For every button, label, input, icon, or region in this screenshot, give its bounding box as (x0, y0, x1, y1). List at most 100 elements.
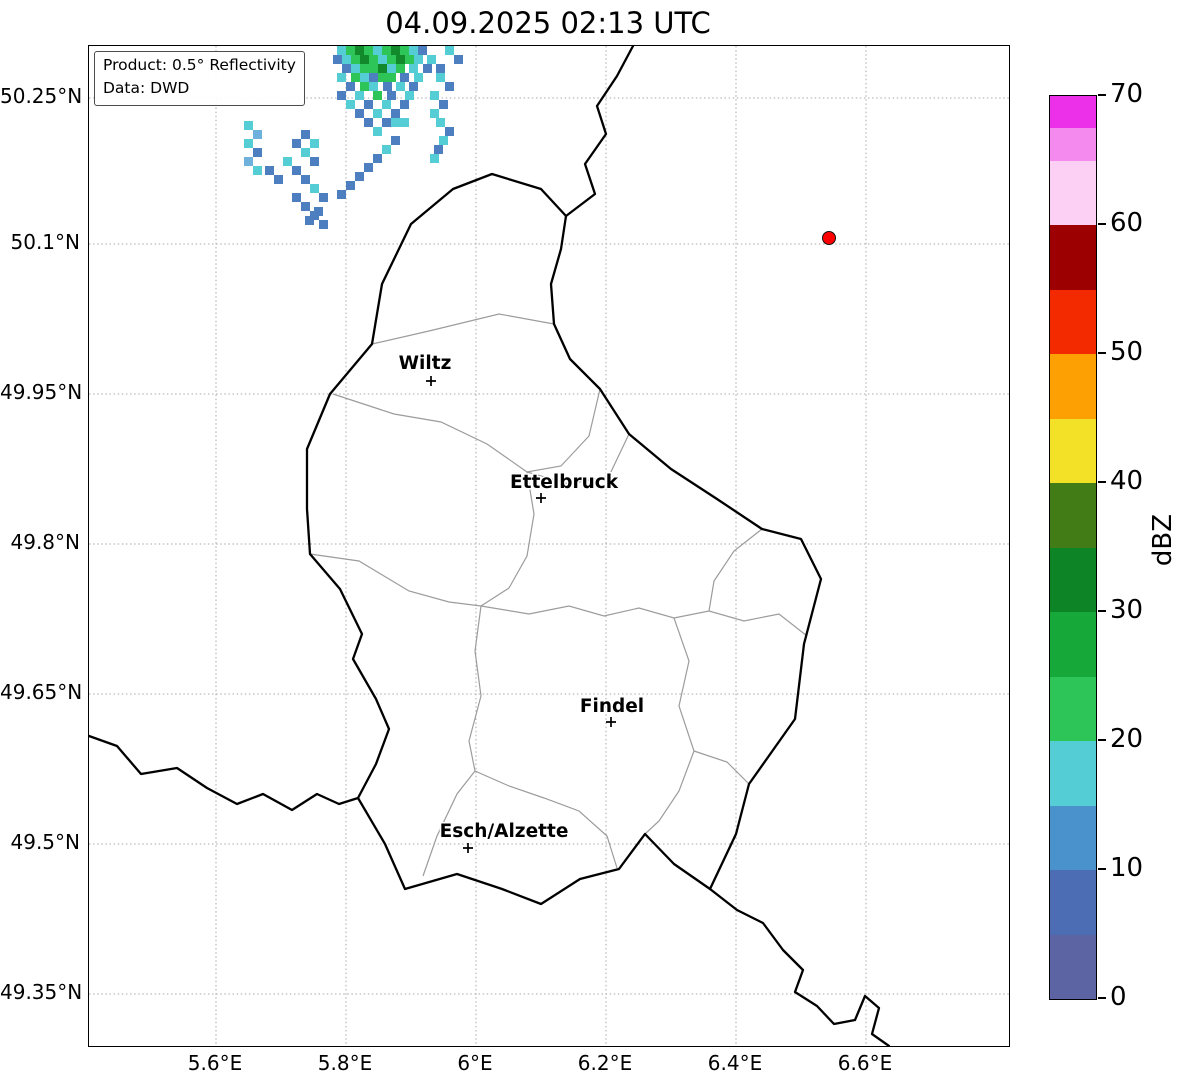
radar-cell (405, 91, 414, 100)
city-marker (426, 376, 436, 386)
radar-cell (387, 55, 396, 64)
lon-tick-label: 5.6°E (187, 1051, 243, 1075)
city-marker (463, 843, 473, 853)
plot-title: 04.09.2025 02:13 UTC (385, 6, 711, 40)
radar-cell (292, 193, 301, 202)
radar-cell (418, 46, 427, 55)
district-border (309, 471, 535, 607)
radar-cell (436, 73, 445, 82)
radar-cell (414, 73, 423, 82)
lat-tick-label: 50.1°N (10, 230, 81, 254)
radar-cell (244, 139, 253, 148)
radar-cell (434, 145, 443, 154)
radar-cell (391, 136, 400, 145)
radar-cell (369, 73, 378, 82)
radar-cell (400, 73, 409, 82)
lat-tick-label: 50.25°N (0, 84, 83, 108)
radar-cell (423, 64, 432, 73)
radar-cell (333, 55, 342, 64)
radar-cell (244, 121, 253, 130)
colorbar-tick-label: 60 (1110, 208, 1144, 238)
map-area: Wiltz Ettelbruck Findel Esch/Alzette Produc… (88, 45, 1010, 1047)
district-border (644, 617, 695, 835)
radar-cell (382, 145, 391, 154)
lon-tick-label: 6.4°E (707, 1051, 763, 1075)
colorbar-tick (1098, 997, 1106, 999)
radar-cell (373, 127, 382, 136)
radar-cell (430, 109, 439, 118)
radar-cell (430, 91, 439, 100)
radar-cell (439, 100, 448, 109)
colorbar-tick-label: 70 (1110, 79, 1144, 109)
radar-cell (369, 55, 378, 64)
colorbar-segment (1050, 418, 1096, 483)
city-label: Findel (580, 696, 644, 717)
district-border (693, 750, 750, 785)
radar-cell (405, 55, 414, 64)
radar-cell (409, 46, 418, 55)
radar-cell (253, 166, 262, 175)
colorbar-tick-label: 20 (1110, 724, 1144, 754)
colorbar-segment (1050, 611, 1096, 677)
radar-cell (391, 118, 400, 127)
colorbar-tick-label: 50 (1110, 337, 1144, 367)
district-border (474, 770, 618, 869)
colorbar-segment (1050, 805, 1096, 870)
radar-cell (351, 73, 360, 82)
radar-cell (382, 46, 391, 55)
radar-cell (378, 73, 387, 82)
radar-cell (396, 55, 405, 64)
radar-cell (387, 91, 396, 100)
colorbar (1049, 95, 1097, 1000)
radar-cell (292, 139, 301, 148)
radar-cell (265, 166, 274, 175)
radar-cell (369, 82, 378, 91)
country-border (564, 46, 635, 218)
colorbar-tick (1098, 481, 1106, 483)
radar-cell (439, 136, 448, 145)
radar-cell (360, 55, 369, 64)
radar-cell (301, 175, 310, 184)
radar-cell (292, 166, 301, 175)
radar-cell (301, 130, 310, 139)
colorbar-segment (1050, 127, 1096, 161)
radar-cell (355, 109, 364, 118)
lat-tick-label: 49.35°N (0, 980, 83, 1004)
colorbar-segment (1050, 547, 1096, 612)
lat-tick-label: 49.5°N (10, 830, 81, 854)
radar-cell (391, 46, 400, 55)
colorbar-tick (1098, 352, 1106, 354)
radar-cell (310, 157, 319, 166)
radar-cell (364, 163, 373, 172)
radar-cell (364, 118, 373, 127)
radar-cell (360, 73, 369, 82)
radar-cell (445, 82, 454, 91)
lon-tick-label: 6.2°E (577, 1051, 633, 1075)
city-marker (536, 493, 546, 503)
radar-cell (382, 118, 391, 127)
radar-cell (283, 157, 292, 166)
lat-tick-label: 49.95°N (0, 380, 83, 404)
radar-cell (436, 118, 445, 127)
radar-cell (400, 100, 409, 109)
lat-tick-label: 49.8°N (10, 530, 81, 554)
radar-cell (310, 139, 319, 148)
radar-cell (383, 82, 392, 91)
radar-cell (391, 109, 400, 118)
country-border (708, 887, 891, 1046)
radar-cell (445, 46, 454, 55)
district-border (526, 433, 630, 485)
colorbar-segment (1050, 482, 1096, 548)
city-label: Wiltz (399, 353, 452, 374)
radar-cell (396, 64, 405, 73)
radar-cell (409, 82, 418, 91)
radar-cell (454, 55, 463, 64)
radar-cell (400, 46, 409, 55)
radar-cell (373, 91, 382, 100)
radar-cell (253, 130, 262, 139)
district-border (332, 388, 601, 473)
radar-cell (337, 190, 346, 199)
colorbar-segment (1050, 353, 1096, 419)
colorbar-segment (1050, 740, 1096, 806)
radar-cell (360, 64, 369, 73)
